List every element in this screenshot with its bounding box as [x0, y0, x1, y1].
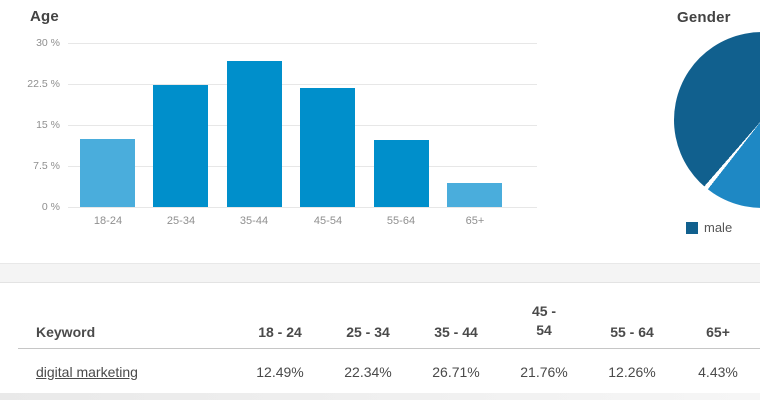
age-chart-y-tick-label: 7.5 % [33, 160, 60, 172]
age-chart-title: Age [30, 8, 59, 25]
age-bar-45-54 [300, 88, 355, 207]
value-cell-18-24: 12.49% [256, 363, 304, 380]
value-cell-65plus: 4.43% [698, 363, 738, 380]
column-header-35-44: 35 - 44 [434, 324, 478, 340]
age-chart-y-tick-label: 30 % [36, 37, 60, 49]
column-header-55-64: 55 - 64 [610, 324, 654, 340]
keyword-cell: digital marketing [36, 364, 236, 380]
age-chart-y-tick-label: 22.5 % [27, 78, 60, 90]
age-chart-x-tick-label: 25-34 [166, 215, 196, 227]
gender-pie [674, 32, 760, 208]
age-chart-x-axis: 18-24 25-34 35-44 45-54 55-64 65+ [68, 215, 537, 231]
table-header-row: Keyword 18 - 24 25 - 34 35 - 44 45 - 54 … [0, 283, 760, 348]
age-chart-x-tick-label: 65+ [465, 215, 485, 227]
value-cell-25-34: 22.34% [344, 363, 392, 380]
column-header-45-54: 45 - 54 [531, 303, 557, 339]
keyword-link[interactable]: digital marketing [36, 363, 138, 380]
age-bar-35-44 [227, 61, 282, 207]
value-cell-55-64: 12.26% [608, 363, 656, 380]
value-cell-35-44: 26.71% [432, 363, 480, 380]
age-chart-gridline [68, 84, 537, 85]
age-chart-y-tick-label: 0 % [41, 201, 60, 213]
age-bar-65+ [447, 182, 502, 207]
age-chart-y-tick-label: 15 % [36, 119, 60, 131]
age-bar-55-64 [374, 139, 429, 207]
gender-legend: male [686, 220, 732, 235]
column-header-65plus: 65+ [706, 324, 730, 340]
column-header-keyword: Keyword [36, 324, 96, 340]
age-chart-gridline [68, 207, 537, 208]
age-chart-x-tick-label: 45-54 [313, 215, 343, 227]
table-row: digital marketing 12.49% 22.34% 26.71% 2… [0, 349, 760, 394]
age-bar-25-34 [153, 84, 208, 207]
keyword-demographics-table: Keyword 18 - 24 25 - 34 35 - 44 45 - 54 … [0, 283, 760, 400]
table-header-divider [18, 348, 760, 349]
age-chart-gridline [68, 43, 537, 44]
age-chart-x-tick-label: 18-24 [93, 215, 123, 227]
gender-chart-title: Gender [677, 9, 731, 26]
age-chart-x-tick-label: 55-64 [386, 215, 416, 227]
value-cell-45-54: 21.76% [520, 363, 568, 380]
column-header-18-24: 18 - 24 [258, 324, 302, 340]
demographics-charts-row: Age 30 % 22.5 % 15 % 7.5 % 0 % 18-24 25-34 35-… [0, 8, 760, 235]
table-bottom-band [0, 393, 760, 400]
male-legend-swatch-icon [686, 221, 698, 234]
age-chart-x-tick-label: 35-44 [239, 215, 269, 227]
column-header-25-34: 25 - 34 [346, 324, 390, 340]
section-separator [0, 263, 760, 283]
male-legend-label: male [704, 220, 733, 235]
age-bar-18-24 [80, 138, 135, 207]
age-chart-plot-area [68, 43, 537, 208]
age-chart-y-axis: 30 % 22.5 % 15 % 7.5 % 0 % [0, 37, 60, 213]
